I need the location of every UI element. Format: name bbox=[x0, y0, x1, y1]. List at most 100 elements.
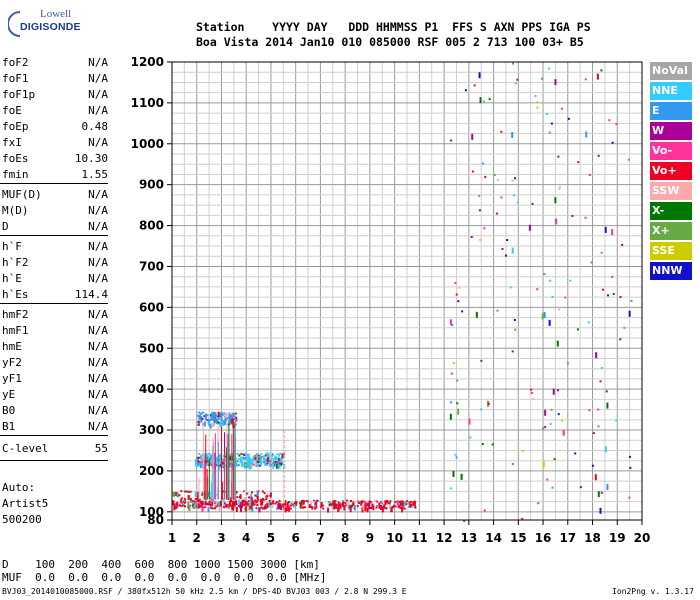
echo-point bbox=[189, 504, 192, 507]
echo-point bbox=[321, 504, 324, 507]
param-row: hmE N/A bbox=[2, 340, 108, 356]
echo-point bbox=[364, 504, 367, 507]
echo-point bbox=[240, 503, 243, 506]
echo-point bbox=[554, 79, 557, 86]
x-tick-label: 18 bbox=[584, 531, 601, 545]
param-value: N/A bbox=[88, 72, 108, 85]
echo-point bbox=[628, 496, 631, 499]
echo-point bbox=[222, 420, 225, 423]
echo-point bbox=[235, 500, 238, 506]
echo-point bbox=[232, 413, 235, 416]
y-tick-label: 700 bbox=[139, 259, 164, 273]
echo-point bbox=[272, 458, 275, 461]
echo-point bbox=[483, 227, 486, 230]
separator-line bbox=[0, 183, 108, 184]
echo-point bbox=[258, 507, 261, 513]
echo-point bbox=[619, 296, 622, 299]
echo-point bbox=[381, 507, 384, 513]
echo-point bbox=[275, 461, 278, 464]
x-tick-label: 6 bbox=[292, 531, 300, 545]
echo-point bbox=[264, 454, 267, 457]
echo-point bbox=[562, 429, 565, 436]
param-row: B0 N/A bbox=[2, 404, 108, 420]
echo-point bbox=[185, 490, 188, 493]
echo-point bbox=[178, 504, 181, 507]
param-row: yE N/A bbox=[2, 388, 108, 404]
echo-point bbox=[247, 460, 250, 466]
echo-point bbox=[256, 452, 259, 455]
echo-point bbox=[254, 460, 257, 466]
echo-point bbox=[544, 426, 547, 429]
echo-point bbox=[516, 201, 519, 204]
echo-point bbox=[242, 503, 245, 506]
echo-point bbox=[353, 505, 356, 511]
echo-point bbox=[195, 461, 198, 467]
echo-point bbox=[256, 461, 259, 467]
echo-point bbox=[251, 459, 254, 465]
echo-point bbox=[308, 504, 311, 507]
echo-point bbox=[628, 310, 631, 317]
echo-point bbox=[571, 214, 574, 217]
echo-point bbox=[219, 422, 222, 428]
echo-point bbox=[516, 78, 519, 81]
echo-point bbox=[451, 324, 454, 327]
echo-point bbox=[412, 505, 415, 508]
header-row-1: Station YYYY DAY DDD HHMMSS P1 FFS S AXN… bbox=[196, 20, 591, 34]
echo-point bbox=[595, 352, 598, 359]
y-tick-label: 1100 bbox=[131, 96, 164, 110]
echo-point bbox=[584, 78, 587, 81]
legend-item: NNW bbox=[650, 262, 692, 280]
echo-point bbox=[209, 418, 212, 421]
echo-point bbox=[281, 453, 284, 459]
echo-point bbox=[335, 503, 338, 509]
echo-point bbox=[215, 414, 218, 417]
echo-point bbox=[200, 501, 203, 504]
param-name: fmin bbox=[2, 168, 29, 181]
param-name: foF2 bbox=[2, 56, 29, 69]
echo-point bbox=[555, 218, 558, 225]
echo-point bbox=[480, 359, 483, 362]
echo-point bbox=[249, 506, 252, 509]
echo-point bbox=[543, 273, 546, 276]
echo-point bbox=[229, 463, 232, 466]
echo-point bbox=[235, 461, 238, 467]
echo-point bbox=[269, 504, 272, 507]
echo-point bbox=[512, 62, 515, 65]
echo-point bbox=[255, 464, 258, 467]
echo-point bbox=[228, 500, 231, 503]
echo-point bbox=[229, 455, 232, 461]
echo-point bbox=[267, 502, 270, 508]
echo-point bbox=[198, 498, 201, 501]
x-tick-label: 15 bbox=[510, 531, 527, 545]
param-name: hmE bbox=[2, 340, 22, 353]
echo-point bbox=[278, 464, 281, 467]
echo-point bbox=[197, 460, 200, 463]
echo-point bbox=[250, 507, 253, 510]
echo-point bbox=[198, 411, 201, 414]
param-value: N/A bbox=[88, 308, 108, 321]
x-tick-label: 16 bbox=[535, 531, 552, 545]
echo-point bbox=[207, 422, 210, 425]
echo-point bbox=[207, 416, 210, 419]
echo-point bbox=[178, 494, 181, 497]
echo-point bbox=[360, 500, 363, 506]
echo-point bbox=[210, 460, 213, 463]
echo-point bbox=[400, 500, 403, 503]
echo-point bbox=[263, 507, 266, 510]
echo-point bbox=[619, 338, 622, 341]
echo-point bbox=[204, 498, 207, 501]
echo-point bbox=[209, 423, 212, 429]
echo-point bbox=[213, 420, 216, 423]
echo-point bbox=[599, 380, 602, 383]
echo-point bbox=[509, 286, 512, 289]
echo-point bbox=[365, 504, 368, 507]
echo-point bbox=[327, 506, 330, 509]
echo-point bbox=[207, 506, 210, 512]
x-tick-label: 9 bbox=[366, 531, 374, 545]
echo-point bbox=[255, 459, 258, 462]
x-tick-label: 11 bbox=[411, 531, 428, 545]
echo-point bbox=[266, 452, 269, 458]
echo-point bbox=[212, 411, 215, 414]
echo-point bbox=[214, 505, 217, 508]
echo-point bbox=[289, 507, 292, 510]
